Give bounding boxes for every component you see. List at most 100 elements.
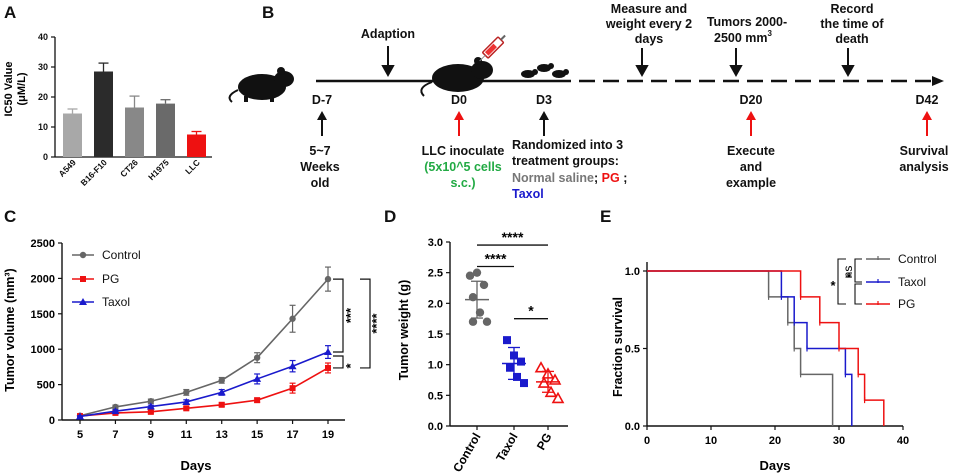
weight-point-control <box>472 268 482 277</box>
legend-marker-control <box>79 251 87 259</box>
label-weeks-2: Weeks <box>300 160 339 174</box>
label-llc: LLC inoculate <box>422 144 505 158</box>
survival-ytick-label: 1.0 <box>625 266 640 278</box>
volume-point-control <box>289 315 296 322</box>
volume-ytick-label: 2500 <box>31 238 55 250</box>
ic50-ylabel-line2: (μM/L) <box>16 72 28 105</box>
sig-label-taxol-pg: * <box>846 270 852 285</box>
sig-label-taxol-pg: * <box>528 303 534 319</box>
legend-label-pg: PG <box>102 272 119 286</box>
sig-bracket-control-taxol <box>854 258 862 283</box>
ic50-ytick-label: 10 <box>38 122 48 132</box>
weight-ytick-label: 1.0 <box>428 360 443 372</box>
label-record-1: Record <box>830 2 873 16</box>
volume-point-control <box>112 403 119 411</box>
survival-ytick-label: 0.5 <box>625 344 640 356</box>
ic50-category-label: B16-F10 <box>78 157 109 188</box>
volume-point-control <box>253 354 261 361</box>
weight-point-pg <box>551 391 565 404</box>
volume-xtick-label: 15 <box>251 429 263 441</box>
label-survival-1: Survival <box>900 144 949 158</box>
volume-xtick-label: 17 <box>286 429 298 441</box>
top-arrows <box>381 46 855 78</box>
label-d20: D20 <box>740 93 763 107</box>
label-groups: Normal saline; PG ; <box>512 171 627 185</box>
weight-point-taxol <box>503 336 511 345</box>
label-weeks-1: 5~7 <box>309 144 330 158</box>
volume-point-taxol <box>217 388 226 396</box>
legend-marker-pg <box>80 276 86 282</box>
label-d42: D42 <box>916 93 939 107</box>
weight-point-pg <box>534 361 548 373</box>
label-tumors-1: Tumors 2000- <box>707 15 787 29</box>
volume-xtick-label: 19 <box>322 429 334 441</box>
label-record-3: death <box>835 32 868 46</box>
weight-point-control <box>465 271 475 280</box>
label-survival-2: analysis <box>899 160 948 174</box>
label-llc-cells: (5x10^5 cells <box>424 160 502 174</box>
ic50-category-label: CT26 <box>118 157 140 179</box>
mouse-icon <box>228 67 294 103</box>
ic50-ytick-label: 20 <box>38 92 48 102</box>
panel-a-ic50-chart: IC50 Value (μM/L) 0 10 20 30 40 A549 B16-F10 CT… <box>3 32 212 188</box>
volume-line-pg <box>79 367 329 417</box>
label-taxol: Taxol <box>512 187 544 201</box>
sig-label-taxol-pg: * <box>343 363 358 369</box>
survival-ytick-label: 0.0 <box>625 421 640 433</box>
weight-point-taxol <box>506 363 514 372</box>
ic50-bar <box>125 107 144 157</box>
label-record-2: the time of <box>820 17 884 31</box>
panel-label-d: D <box>384 207 396 226</box>
volume-point-taxol <box>146 402 155 410</box>
volume-point-control <box>147 398 155 405</box>
ic50-bar <box>187 134 206 157</box>
volume-xtick-label: 9 <box>148 429 154 441</box>
volume-line-control <box>79 278 329 417</box>
sig-label-control-taxol: *** <box>343 307 358 323</box>
volume-ytick-label: 500 <box>37 380 55 392</box>
label-execute-1: Execute <box>727 144 775 158</box>
volume-xtick-label: 7 <box>112 429 118 441</box>
volume-ytick-label: 1500 <box>31 309 55 321</box>
label-adaption: Adaption <box>361 27 415 41</box>
sig-label-control-pg: **** <box>369 312 384 333</box>
label-measure-3: days <box>635 32 664 46</box>
volume-point-taxol <box>182 397 191 405</box>
survival-xtick-label: 10 <box>705 435 717 447</box>
weight-point-control <box>479 280 489 290</box>
weight-ytick-label: 0.0 <box>428 421 443 433</box>
label-d-minus7: D-7 <box>312 93 332 107</box>
sig-label-control-pg: **** <box>502 229 524 245</box>
volume-point-control <box>183 389 190 396</box>
weight-ytick-label: 0.5 <box>428 390 443 402</box>
weight-point-taxol <box>520 379 528 388</box>
volume-point-pg <box>218 401 225 408</box>
panel-e-survival: Fraction survival Days 0.0 0.5 1.0 0 10 20 30 4… <box>611 252 937 473</box>
sig-label-control-taxol: ns <box>841 266 855 279</box>
weight-category-label: Control <box>450 431 483 475</box>
volume-ylabel: Tumor volume (mm³) <box>3 268 17 391</box>
ic50-ylabel-line1: IC50 Value <box>3 61 15 116</box>
sig-bracket-control-taxol <box>333 278 344 353</box>
ic50-bar <box>94 71 113 157</box>
sig-bracket-control-pg <box>360 278 371 369</box>
volume-point-pg <box>289 385 296 392</box>
bottom-arrows <box>317 111 932 136</box>
panel-label-a: A <box>4 3 16 22</box>
volume-point-control <box>218 377 225 384</box>
label-randomized-2: treatment groups: <box>512 154 619 168</box>
weight-point-control <box>468 317 478 326</box>
sig-bracket-taxol-pg <box>854 283 862 305</box>
weight-category-label: Taxol <box>493 431 520 464</box>
ic50-bar <box>156 103 175 157</box>
volume-line-taxol <box>79 351 329 418</box>
volume-point-pg <box>254 397 261 404</box>
label-execute-3: example <box>726 176 776 190</box>
sig-bracket-control-pg <box>837 258 846 305</box>
weight-point-control <box>475 308 485 317</box>
panel-d-tumor-weight: Tumor weight (g) 0.0 0.5 1.0 1.5 2.0 2.5 3.0 Co… <box>397 229 568 474</box>
survival-xtick-label: 20 <box>769 435 781 447</box>
survival-curve-pg <box>647 270 885 426</box>
volume-point-taxol <box>76 412 84 420</box>
